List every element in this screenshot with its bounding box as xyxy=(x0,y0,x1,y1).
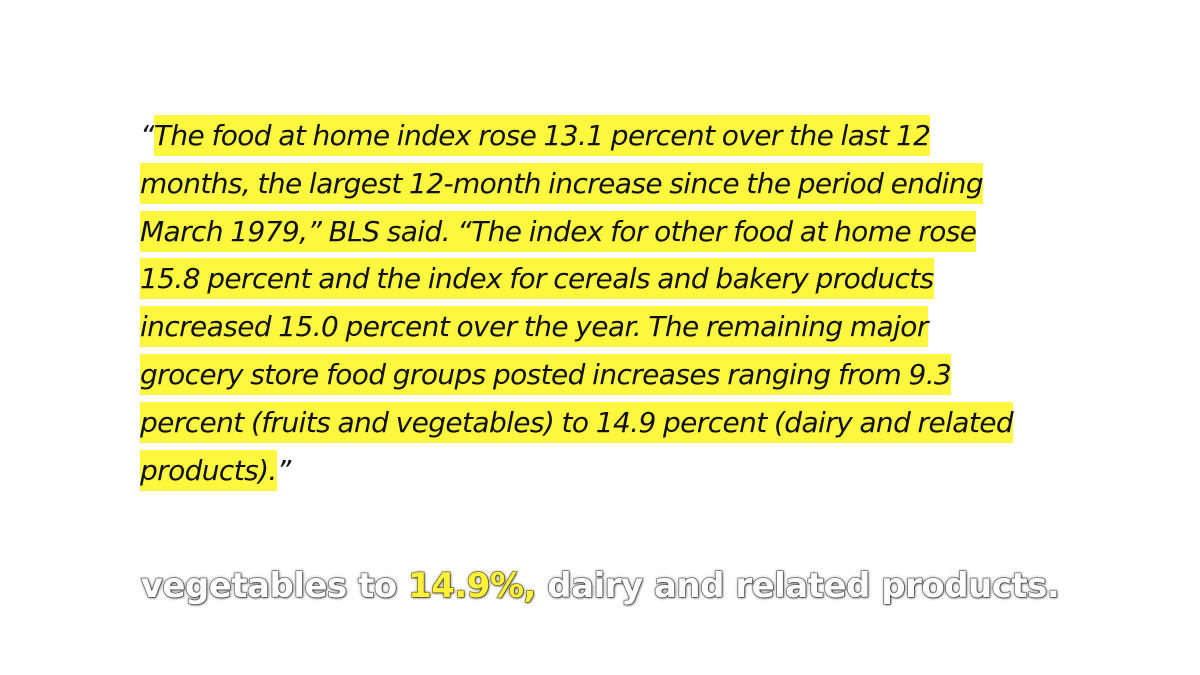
quote-line: increased 15.0 percent over the year. Th… xyxy=(140,303,1080,351)
highlighted-quote: “The food at home index rose 13.1 percen… xyxy=(140,112,1080,494)
quote-line-text: percent (fruits and vegetables) to 14.9 … xyxy=(140,401,1014,443)
video-caption: vegetables to 14.9%, dairy and related p… xyxy=(0,565,1200,607)
quote-line-text: March 1979,” BLS said. “The index for ot… xyxy=(140,210,977,252)
quote-line-text: increased 15.0 percent over the year. Th… xyxy=(140,306,928,348)
closing-quote-mark: ” xyxy=(276,453,292,487)
caption-text-before: vegetables to xyxy=(140,565,409,607)
quote-line: months, the largest 12-month increase si… xyxy=(140,160,1080,208)
caption-highlight: 14.9%, xyxy=(407,565,537,607)
quote-line-text: The food at home index rose 13.1 percent… xyxy=(153,115,931,156)
quote-line: “The food at home index rose 13.1 percen… xyxy=(140,112,1080,160)
quote-line: percent (fruits and vegetables) to 14.9 … xyxy=(140,399,1080,447)
quote-line: products).” xyxy=(140,447,1080,495)
quote-line-text: 15.8 percent and the index for cereals a… xyxy=(140,258,934,300)
quote-line: 15.8 percent and the index for cereals a… xyxy=(140,255,1080,303)
quote-line-text: products). xyxy=(140,449,277,491)
quote-line: grocery store food groups posted increas… xyxy=(140,351,1080,399)
opening-quote-mark: “ xyxy=(140,119,155,152)
caption-text-after: dairy and related products. xyxy=(535,565,1061,607)
quote-line-text: grocery store food groups posted increas… xyxy=(140,353,952,395)
quote-line: March 1979,” BLS said. “The index for ot… xyxy=(140,208,1080,256)
quote-line-text: months, the largest 12-month increase si… xyxy=(140,162,984,204)
